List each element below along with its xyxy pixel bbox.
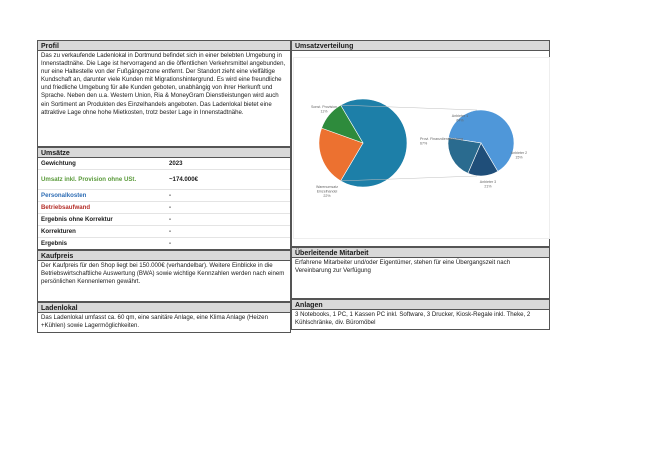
pie-of-pie-chart: Provi. Finanzdienstleistung 67% Warenumsat… (311, 98, 527, 198)
pie-slice (318, 127, 364, 182)
row-label-ergebnis-ohne-korrektur: Ergebnis ohne Korrektur (41, 216, 113, 223)
umsaetze-table: Gewichtung 2023 Umsatz inkl. Provision o… (37, 158, 291, 250)
pie-slice (321, 104, 364, 144)
row-value-ergebnis: - (169, 240, 172, 247)
row-label-umsatz: Umsatz inkl. Provision ohne USt. (41, 176, 137, 183)
umsatzverteilung-header: Umsatzverteilung (291, 40, 550, 51)
main-slice-label: Sonst. Provision 11% (311, 105, 337, 114)
row-value-personalkosten: - (169, 192, 172, 199)
row-value-ergebnis-ohne-korrektur: - (169, 216, 172, 223)
sub-slice-label: Anbieter 3 21% (480, 180, 496, 189)
anlagen-header: Anlagen (291, 299, 550, 310)
table-row: Ergebnis - (38, 238, 290, 249)
row-label-korrekturen: Korrekturen (41, 228, 76, 235)
sub-slice-label: Anbieter 1 64% (452, 114, 468, 123)
connector-line (340, 104, 478, 111)
main-slice-label: Provi. Finanzdienstleistung 67% (420, 137, 463, 146)
main-slice-label: Warenumsatz Einzelhandel 22% (316, 185, 338, 198)
table-row: Gewichtung 2023 (38, 158, 290, 170)
right-column: Umsatzverteilung Provi. Finanzdienstleis… (291, 40, 550, 330)
profil-text: Das zu verkaufende Ladenlokal in Dortmun… (37, 51, 291, 147)
sub-pie-slice (448, 109, 515, 172)
row-label-gewichtung: Gewichtung (41, 160, 76, 167)
chart-frame: Provi. Finanzdienstleistung 67% Warenumsat… (293, 57, 550, 239)
row-value-umsatz: ~174.000€ (169, 176, 198, 183)
row-label-personalkosten: Personalkosten (41, 192, 87, 199)
sub-pie-slice (447, 137, 482, 174)
table-row: Personalkosten - (38, 190, 290, 202)
pie-slice (340, 98, 408, 188)
table-row: Umsatz inkl. Provision ohne USt. ~174.00… (38, 170, 290, 190)
connector-line (340, 175, 478, 182)
row-value-korrekturen: - (169, 228, 172, 235)
row-value-gewichtung: 2023 (169, 160, 183, 167)
sub-slice-label: Anbieter 2 15% (511, 151, 527, 160)
anlagen-text: 3 Notebooks, 1 PC, 1 Kassen PC inkl. Sof… (291, 310, 550, 330)
row-label-ergebnis: Ergebnis (41, 240, 68, 247)
ladenlokal-text: Das Ladenlokal umfasst ca. 60 qm, eine s… (37, 313, 291, 333)
kaufpreis-header: Kaufpreis (37, 250, 291, 261)
table-row: Betriebsaufwand - (38, 202, 290, 214)
row-label-betriebsaufwand: Betriebsaufwand (41, 204, 91, 211)
ueberleitende-text: Erfahrene Mitarbeiter und/oder Eigentüme… (291, 258, 550, 299)
umsatzverteilung-panel: Provi. Finanzdienstleistung 67% Warenumsat… (291, 51, 550, 247)
ladenlokal-header: Ladenlokal (37, 302, 291, 313)
umsaetze-header: Umsätze (37, 147, 291, 158)
ueberleitende-header: Überleitende Mitarbeit (291, 247, 550, 258)
profil-header: Profil (37, 40, 291, 51)
table-row: Ergebnis ohne Korrektur - (38, 214, 290, 226)
table-row: Korrekturen - (38, 226, 290, 238)
left-column: Profil Das zu verkaufende Ladenlokal in … (37, 40, 291, 333)
kaufpreis-text: Der Kaufpreis für den Shop liegt bei 150… (37, 261, 291, 302)
row-value-betriebsaufwand: - (169, 204, 172, 211)
